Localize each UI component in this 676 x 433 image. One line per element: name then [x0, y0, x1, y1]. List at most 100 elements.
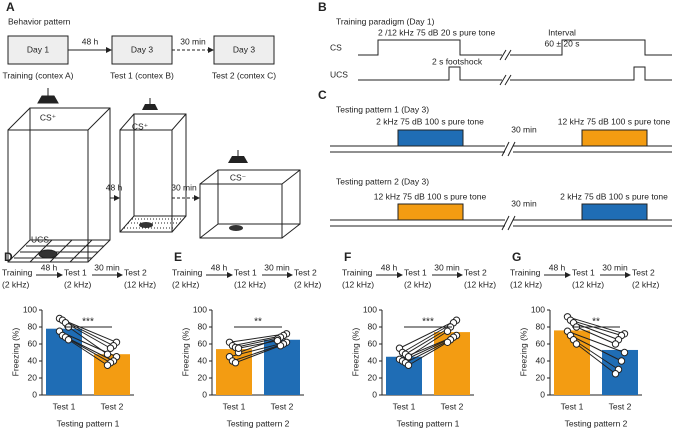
flow-gap: 30 min: [94, 262, 120, 272]
y-tick-label: 60: [368, 338, 378, 348]
x-tick-label: Test 2: [271, 401, 294, 411]
trace: [330, 141, 672, 157]
gap-label: 30 min: [180, 36, 206, 46]
flow-freq: (2 kHz): [404, 279, 432, 289]
box: [111, 35, 173, 65]
x-tick-label: Test 2: [101, 401, 124, 411]
pair-line: [238, 338, 278, 353]
point: [404, 361, 413, 369]
trace: [330, 215, 672, 231]
significance: ***: [422, 317, 434, 328]
flow-freq: (12 kHz): [342, 279, 374, 289]
pair-line: [408, 341, 448, 366]
pair-line: [576, 326, 616, 345]
pair-line: [235, 336, 281, 348]
charts: D Training (2 kHz) Test 1 (2 kHz) Test 2 (12 k…: [2, 250, 660, 428]
pair-line: [570, 335, 622, 362]
y-tick-label: 80: [28, 321, 38, 331]
point: [620, 348, 629, 357]
box-label: Day 1: [27, 44, 49, 54]
pair-line: [229, 333, 287, 343]
flow-freq: (12 kHz): [234, 279, 266, 289]
pair-line: [573, 339, 619, 370]
panel-letter: D: [4, 250, 13, 264]
cage-label: CS⁺: [40, 112, 57, 122]
pair-line: [405, 326, 451, 355]
y-axis-label: Freezing (%): [180, 328, 190, 377]
y-tick-label: 0: [372, 389, 377, 399]
annotation: Interval: [548, 27, 576, 37]
x-tick-label: Test 1: [561, 401, 584, 411]
x-axis-label: Testing pattern 1: [397, 418, 460, 428]
point: [273, 336, 282, 345]
flow-step: Training: [172, 267, 203, 277]
row-label: UCS: [330, 69, 348, 79]
point: [443, 338, 452, 346]
box: [213, 35, 275, 65]
panel-b: B Training paradigm (Day 1) CS UCS 2 /12…: [318, 0, 672, 86]
significance: **: [592, 317, 600, 328]
box-label: Day 3: [131, 44, 153, 54]
gap-label: 30 min: [171, 182, 197, 192]
pair-line: [232, 343, 284, 362]
point: [443, 327, 452, 335]
flow-freq: (12 kHz): [572, 279, 604, 289]
pair-line: [567, 316, 625, 335]
panel-letter: E: [174, 250, 182, 264]
x-tick-label: Test 1: [223, 401, 246, 411]
row-label: CS: [330, 42, 342, 52]
y-tick-label: 60: [28, 338, 38, 348]
cs-trace: [358, 39, 672, 56]
caption: Test 2 (contex C): [212, 70, 276, 80]
point: [103, 350, 112, 358]
flow-step: Test 2: [632, 267, 655, 277]
point: [611, 340, 620, 348]
y-tick-label: 20: [198, 372, 208, 382]
panel-letter: B: [318, 0, 327, 14]
tone-block: [581, 203, 648, 221]
cage: [7, 88, 111, 263]
ucs-trace: [358, 66, 672, 81]
flow-freq: (2 kHz): [64, 279, 92, 289]
tone-block: [397, 203, 464, 221]
flow-freq: (2 kHz): [172, 279, 200, 289]
panel-letter: G: [512, 250, 521, 264]
flow-step: Test 1: [404, 267, 427, 277]
x-axis-label: Testing pattern 1: [57, 418, 120, 428]
y-tick-label: 40: [536, 355, 546, 365]
pair-line: [68, 339, 108, 366]
y-tick-label: 100: [363, 304, 377, 314]
pair-line: [576, 343, 616, 375]
point: [234, 344, 243, 352]
panel-title: Training paradigm (Day 1): [336, 16, 435, 26]
annotation: 2 s footshock: [432, 56, 483, 66]
pair-line: [399, 319, 457, 349]
panel-title: Behavior pattern: [8, 16, 71, 26]
flow-freq: (2 kHz): [632, 279, 660, 289]
y-tick-label: 80: [368, 321, 378, 331]
flow-freq: (12 kHz): [464, 279, 496, 289]
flow-gap: 48 h: [381, 262, 398, 272]
y-tick-label: 20: [368, 372, 378, 382]
tone-block: [397, 129, 464, 147]
panel-title: Testing pattern 1 (Day 3): [336, 104, 429, 114]
break: [499, 49, 512, 86]
box: [7, 35, 69, 65]
point: [572, 340, 581, 348]
gap-label: 30 min: [511, 124, 537, 134]
flow-gap: 48 h: [549, 262, 566, 272]
panel-letter: C: [318, 88, 327, 102]
point: [64, 336, 73, 344]
y-tick-label: 40: [198, 355, 208, 365]
tone-block: [581, 129, 648, 147]
flow-step: Test 1: [64, 267, 87, 277]
y-tick-label: 80: [198, 321, 208, 331]
annotation: 2 kHz 75 dB 100 s pure tone: [560, 191, 668, 201]
significance: **: [254, 317, 262, 328]
pair-line: [402, 322, 454, 353]
flow-step: Test 2: [294, 267, 317, 277]
y-tick-label: 100: [193, 304, 207, 314]
x-axis-label: Testing pattern 2: [227, 418, 290, 428]
cage-label: CS⁻: [230, 172, 247, 182]
